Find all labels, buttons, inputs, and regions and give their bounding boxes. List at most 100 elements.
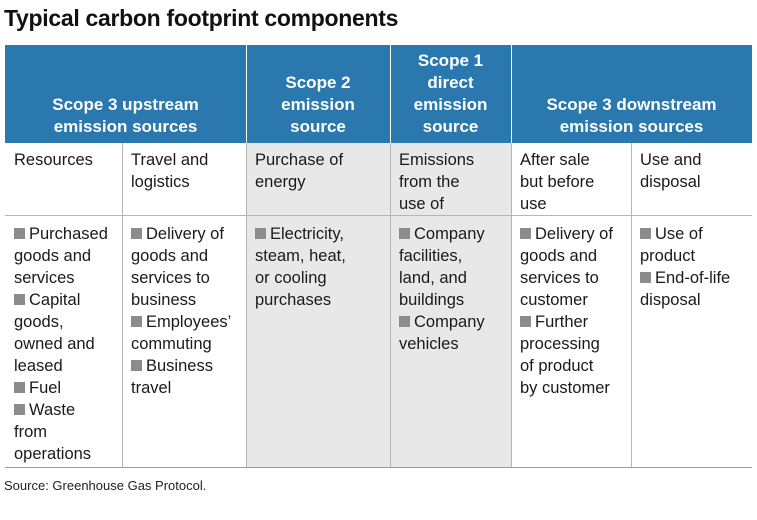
list-item: Further processing of product by customer (520, 311, 613, 399)
list-item-text-fragment: Electricity, (270, 225, 344, 243)
subheader-use-and-disposal: Use and disposal (640, 149, 701, 193)
list-item-text: Fuel (14, 377, 108, 399)
list-item-text: Waste (14, 399, 108, 421)
subheader-after-sale: After sale but before use (520, 149, 594, 215)
square-bullet-icon (640, 228, 651, 239)
square-bullet-icon (14, 382, 25, 393)
list-item: Delivery of goods and services to customer (520, 223, 613, 311)
list-item: End-of-life disposal (640, 267, 730, 311)
list-item-text: Employees’ (131, 311, 231, 333)
list-item-text: leased (14, 355, 108, 377)
square-bullet-icon (131, 228, 142, 239)
list-item-text: goods and (14, 245, 108, 267)
list-item-text-fragment: buildings (399, 291, 465, 309)
list-item-text-fragment: services (14, 269, 75, 287)
list-item-text: End-of-life (640, 267, 730, 289)
column-divider (122, 143, 123, 467)
text-line: emission (413, 95, 488, 114)
text-line: Scope 2 (285, 73, 351, 92)
list-item-text-fragment: Business (146, 357, 213, 375)
list-item-text-fragment: Delivery of (535, 225, 613, 243)
list-item-text: steam, heat, (255, 245, 346, 267)
square-bullet-icon (640, 272, 651, 283)
list-item-text: goods and (520, 245, 613, 267)
text-line: use (520, 195, 547, 213)
table-header-band (5, 45, 752, 143)
emissions-use-item-list: Company facilities, land, and buildings Comp… (399, 223, 485, 355)
list-item-text: vehicles (399, 333, 485, 355)
list-item-text: commuting (131, 333, 231, 355)
list-item-text-fragment: vehicles (399, 335, 459, 353)
text-line: Scope 3 upstream (52, 95, 199, 114)
list-item-text-fragment: services to (131, 269, 210, 287)
list-item: Electricity, steam, heat, or cooling purcha… (255, 223, 346, 311)
text-line: energy (255, 173, 306, 191)
text-line: emission sources (53, 117, 198, 136)
square-bullet-icon (399, 316, 410, 327)
list-item-text: Purchased (14, 223, 108, 245)
text-line: Travel and (131, 151, 209, 169)
list-item: Company facilities, land, and buildings (399, 223, 485, 311)
list-item-text: Delivery of (520, 223, 613, 245)
list-item-text: customer (520, 289, 613, 311)
text-line: logistics (131, 173, 190, 191)
text-line: Resources (14, 151, 93, 169)
text-line: direct (427, 73, 474, 92)
list-item-text-fragment: goods and (131, 247, 209, 265)
list-item-text: from (14, 421, 108, 443)
energy-item-list: Electricity, steam, heat, or cooling purcha… (255, 223, 346, 311)
list-item-text-fragment: Capital (29, 291, 81, 309)
header-scope3-upstream: Scope 3 upstream emission sources (5, 45, 246, 143)
square-bullet-icon (520, 228, 531, 239)
list-item-text-fragment: owned and (14, 335, 95, 353)
list-item-text: Delivery of (131, 223, 231, 245)
list-item-text: goods, (14, 311, 108, 333)
list-item-text-fragment: travel (131, 379, 172, 397)
subheader-emissions-from-use: Emissions from the use of (399, 149, 474, 215)
list-item: Use of product (640, 223, 730, 267)
list-item-text-fragment: of product (520, 357, 594, 375)
list-item-text-fragment: or cooling (255, 269, 327, 287)
list-item: Capital goods, owned and leased (14, 289, 108, 377)
list-item-text-fragment: Delivery of (146, 225, 224, 243)
list-item-text-fragment: from (14, 423, 47, 441)
travel-item-list: Delivery of goods and services to business E… (131, 223, 231, 399)
list-item-text: purchases (255, 289, 346, 311)
list-item-text-fragment: goods, (14, 313, 64, 331)
square-bullet-icon (14, 228, 25, 239)
list-item-text: processing (520, 333, 613, 355)
square-bullet-icon (399, 228, 410, 239)
row-divider (5, 215, 752, 216)
header-divider (246, 45, 247, 143)
subheader-travel-logistics: Travel and logistics (131, 149, 208, 193)
column-divider (511, 143, 512, 467)
list-item: Delivery of goods and services to business (131, 223, 231, 311)
list-item-text-fragment: facilities, (399, 247, 463, 265)
list-item-text: business (131, 289, 231, 311)
list-item-text: goods and (131, 245, 231, 267)
list-item-text-fragment: operations (14, 445, 92, 463)
list-item-text: operations (14, 443, 108, 465)
list-item-text-fragment: commuting (131, 335, 212, 353)
header-scope1: Scope 1 direct emission source (390, 45, 511, 143)
source-note: Source: Greenhouse Gas Protocol. (4, 478, 207, 493)
list-item-text: Capital (14, 289, 108, 311)
list-item: Employees’ commuting (131, 311, 231, 355)
list-item-text-fragment: purchases (255, 291, 332, 309)
list-item-text-fragment: Use of (655, 225, 703, 243)
list-item-text: Business (131, 355, 231, 377)
list-item-text: facilities, (399, 245, 485, 267)
list-item-text-fragment: goods and (14, 247, 92, 265)
subheader-purchase-of-energy: Purchase of energy (255, 149, 343, 193)
list-item-text-fragment: land, and (399, 269, 467, 287)
text-line: Emissions (399, 151, 475, 169)
list-item-text: Company (399, 311, 485, 333)
list-item-text: buildings (399, 289, 485, 311)
list-item-text: Use of (640, 223, 730, 245)
list-item: Waste from operations (14, 399, 108, 465)
column-divider (390, 143, 391, 467)
list-item-text-fragment: processing (520, 335, 600, 353)
list-item-text-fragment: steam, heat, (255, 247, 346, 265)
list-item: Fuel (14, 377, 108, 399)
square-bullet-icon (131, 360, 142, 371)
